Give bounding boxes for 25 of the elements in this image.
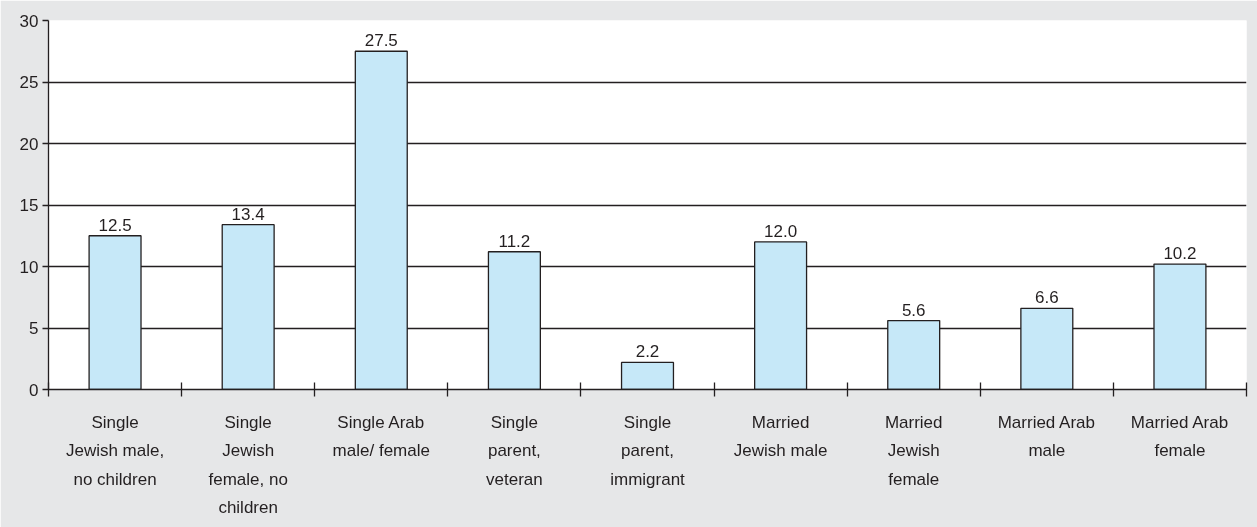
x-tick-label: Single Jewish male, no children [65, 412, 165, 489]
x-tick-label: Single Arab male/ female [332, 412, 430, 460]
data-label: 5.6 [901, 300, 926, 320]
x-tick-label: Single Jewish female, no children [208, 412, 288, 517]
x-tick-label: Married Arab female [1130, 412, 1229, 460]
x-tick-label: Married Jewish male [733, 412, 828, 460]
data-label: 2.2 [635, 342, 660, 362]
y-tick-label: 0 [29, 380, 39, 400]
y-tick-label: 20 [19, 134, 39, 154]
x-tick-label: Married Jewish female [884, 412, 943, 489]
data-label: 12.5 [98, 215, 132, 235]
y-tick-label: 5 [29, 319, 39, 338]
data-label: 11.2 [498, 231, 531, 251]
data-label: 12.0 [764, 221, 798, 241]
y-tick-label: 25 [19, 73, 39, 92]
y-tick-label: 15 [19, 196, 39, 215]
data-label: 6.6 [1035, 288, 1059, 308]
data-label: 10.2 [1163, 244, 1197, 264]
data-label: 13.4 [231, 204, 265, 224]
y-tick-label: 10 [19, 257, 39, 277]
x-tick-label: Single parent, veteran [486, 412, 543, 489]
data-label: 27.5 [364, 31, 398, 51]
y-tick-label: 30 [19, 11, 39, 31]
x-tick-label: Single parent, immigrant [610, 412, 686, 489]
x-tick-label: Married Arab male [997, 412, 1096, 460]
